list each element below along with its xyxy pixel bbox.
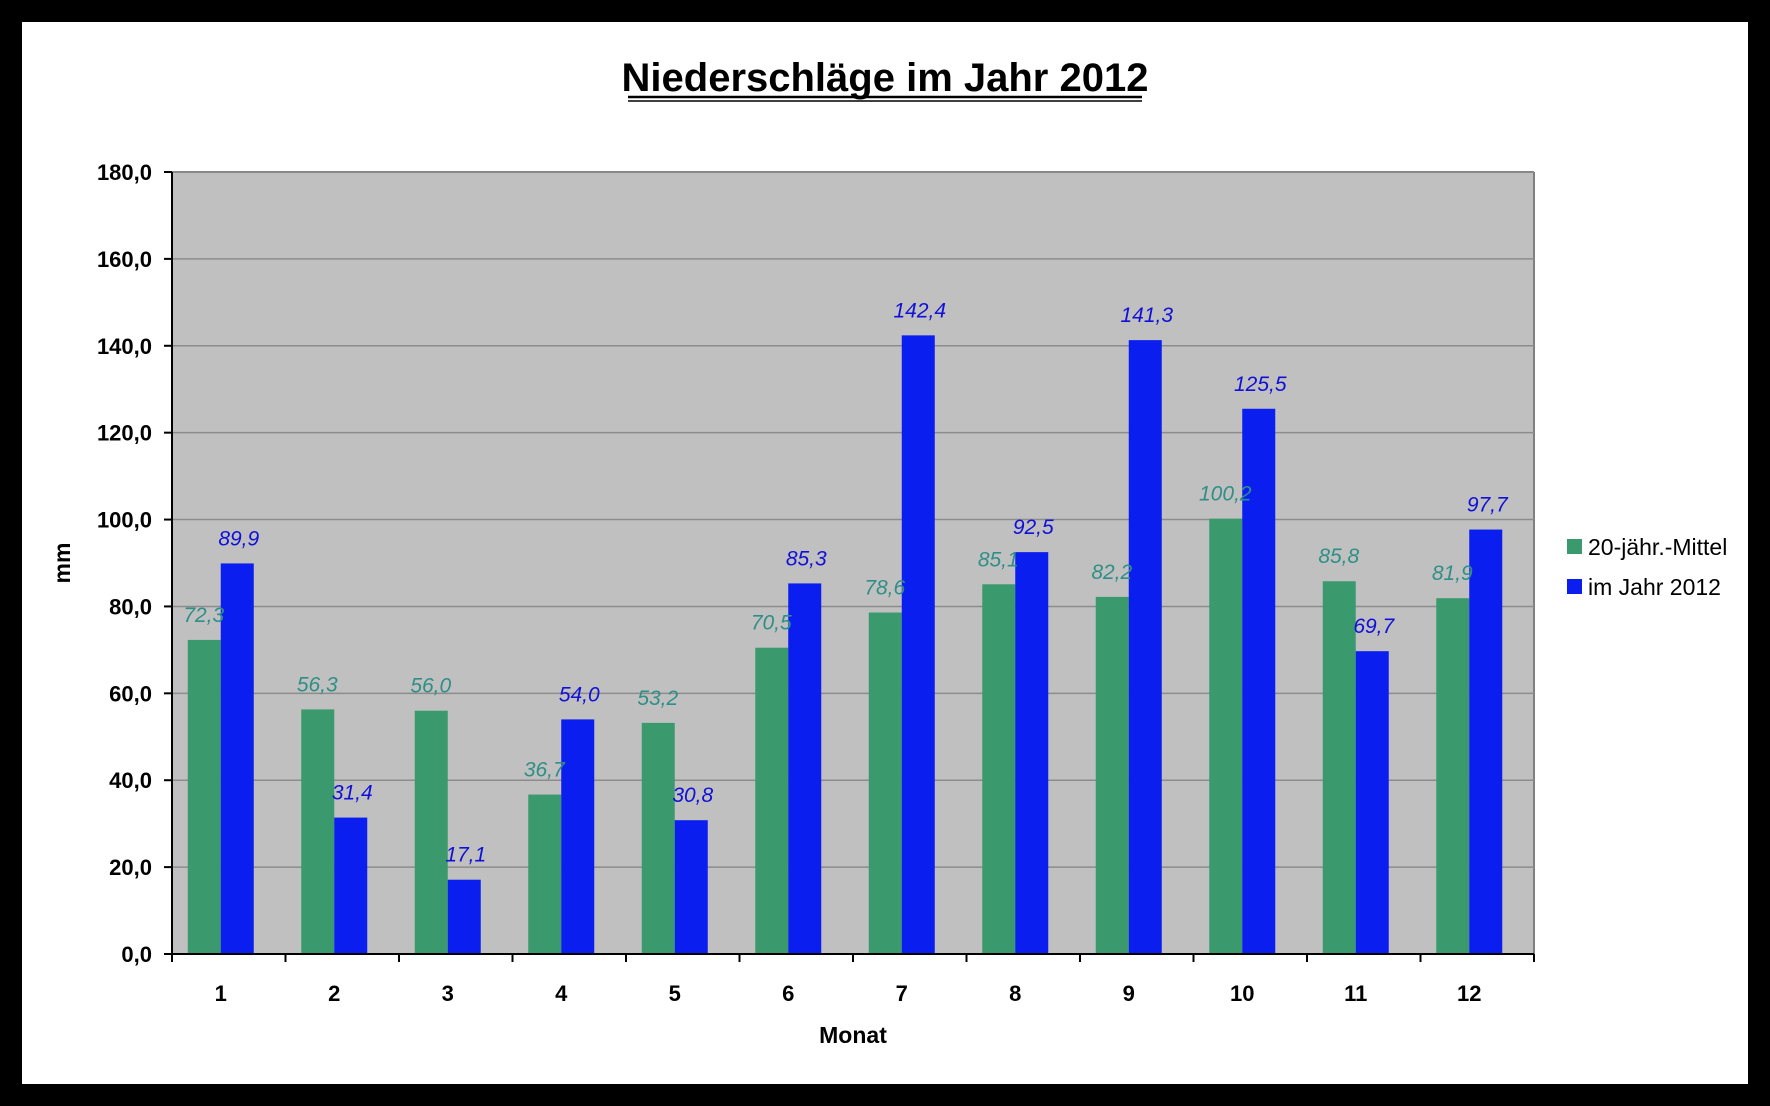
legend: 20-jähr.-Mittel im Jahr 2012 xyxy=(1567,534,1727,600)
x-tick-label: 4 xyxy=(555,981,568,1006)
x-tick-label: 8 xyxy=(1009,981,1021,1006)
data-label-2012: 69,7 xyxy=(1353,615,1395,638)
data-label-2012: 89,9 xyxy=(218,527,259,550)
data-label-mittel: 53,2 xyxy=(637,687,678,710)
y-tick-label: 100,0 xyxy=(97,508,152,533)
data-label-2012: 141,3 xyxy=(1120,304,1173,327)
axes: 0,0 20,0 40,0 60,0 80,0 100,0 120,0 140,0 160,0 1… xyxy=(97,160,1535,1006)
x-axis-title: Monat xyxy=(819,1022,887,1048)
bar-2012 xyxy=(1015,552,1049,954)
bar-2012 xyxy=(1128,340,1162,954)
plot-area xyxy=(172,172,1534,954)
bar-2012 xyxy=(788,583,822,954)
legend-label-mittel: 20-jähr.-Mittel xyxy=(1588,534,1727,560)
x-tick-label: 7 xyxy=(896,981,908,1006)
data-label-mittel: 100,2 xyxy=(1199,483,1252,506)
y-tick-label: 180,0 xyxy=(97,160,152,185)
data-label-mittel: 36,7 xyxy=(524,759,566,782)
bar-mittel xyxy=(187,639,221,954)
bar-mittel xyxy=(641,722,675,954)
x-tick-label: 10 xyxy=(1230,981,1254,1006)
y-tick-label: 140,0 xyxy=(97,334,152,359)
bars xyxy=(187,335,1503,955)
bar-mittel xyxy=(868,612,902,954)
y-tick-label: 60,0 xyxy=(109,681,152,706)
bar-2012 xyxy=(1469,529,1503,954)
y-tick-label: 0,0 xyxy=(121,942,152,967)
bar-2012 xyxy=(1355,651,1389,954)
data-label-2012: 97,7 xyxy=(1467,494,1509,517)
y-tick-label: 80,0 xyxy=(109,594,152,619)
data-label-mittel: 85,8 xyxy=(1318,545,1359,568)
bar-mittel xyxy=(755,647,789,954)
bar-mittel xyxy=(1095,596,1129,954)
bar-mittel xyxy=(528,794,562,954)
y-tick-label: 20,0 xyxy=(109,855,152,880)
chart-title: Niederschläge im Jahr 2012 xyxy=(622,56,1149,100)
bar-mittel xyxy=(982,584,1016,954)
legend-swatch-mittel xyxy=(1567,539,1582,554)
data-label-mittel: 82,2 xyxy=(1091,561,1132,584)
bar-2012 xyxy=(447,879,481,954)
x-tick-label: 9 xyxy=(1123,981,1135,1006)
x-tick-label: 6 xyxy=(782,981,794,1006)
x-tick-label: 1 xyxy=(215,981,227,1006)
legend-swatch-2012 xyxy=(1567,579,1582,594)
data-label-2012: 30,8 xyxy=(672,784,713,807)
bar-mittel xyxy=(1436,598,1470,954)
data-label-mittel: 56,3 xyxy=(297,673,338,696)
legend-label-2012: im Jahr 2012 xyxy=(1588,574,1721,600)
bar-2012 xyxy=(220,563,254,954)
x-tick-label: 3 xyxy=(442,981,454,1006)
bar-mittel xyxy=(1322,581,1356,954)
data-label-mittel: 81,9 xyxy=(1432,562,1473,585)
y-tick-label: 120,0 xyxy=(97,421,152,446)
bar-2012 xyxy=(334,817,368,954)
data-label-2012: 125,5 xyxy=(1234,373,1287,396)
data-label-2012: 54,0 xyxy=(559,683,600,706)
data-label-2012: 31,4 xyxy=(332,782,373,805)
data-label-mittel: 72,3 xyxy=(183,604,224,627)
data-label-mittel: 78,6 xyxy=(864,577,905,600)
bar-mittel xyxy=(414,710,448,954)
y-axis-title: mm xyxy=(49,543,75,584)
bar-mittel xyxy=(1209,518,1243,954)
x-tick-label: 5 xyxy=(669,981,681,1006)
y-tick-label: 160,0 xyxy=(97,247,152,272)
x-tick-label: 12 xyxy=(1457,981,1481,1006)
gridlines xyxy=(172,171,1534,868)
bar-mittel xyxy=(301,709,335,954)
data-labels: 72,3 56,3 56,0 36,7 53,2 70,5 78,6 85,1 82,2 100,… xyxy=(183,299,1509,866)
data-label-mittel: 70,5 xyxy=(751,612,792,635)
data-label-2012: 142,4 xyxy=(893,299,946,322)
bar-2012 xyxy=(1242,408,1276,954)
data-label-2012: 17,1 xyxy=(445,844,486,867)
x-tick-label: 11 xyxy=(1344,981,1367,1006)
data-label-2012: 92,5 xyxy=(1013,516,1054,539)
data-label-mittel: 85,1 xyxy=(978,548,1019,571)
bar-2012 xyxy=(674,820,708,954)
y-tick-label: 40,0 xyxy=(109,768,152,793)
x-tick-label: 2 xyxy=(328,981,340,1006)
data-label-mittel: 56,0 xyxy=(410,675,451,698)
bar-2012 xyxy=(901,335,935,955)
data-label-2012: 85,3 xyxy=(786,547,827,570)
bar-2012 xyxy=(561,719,595,954)
